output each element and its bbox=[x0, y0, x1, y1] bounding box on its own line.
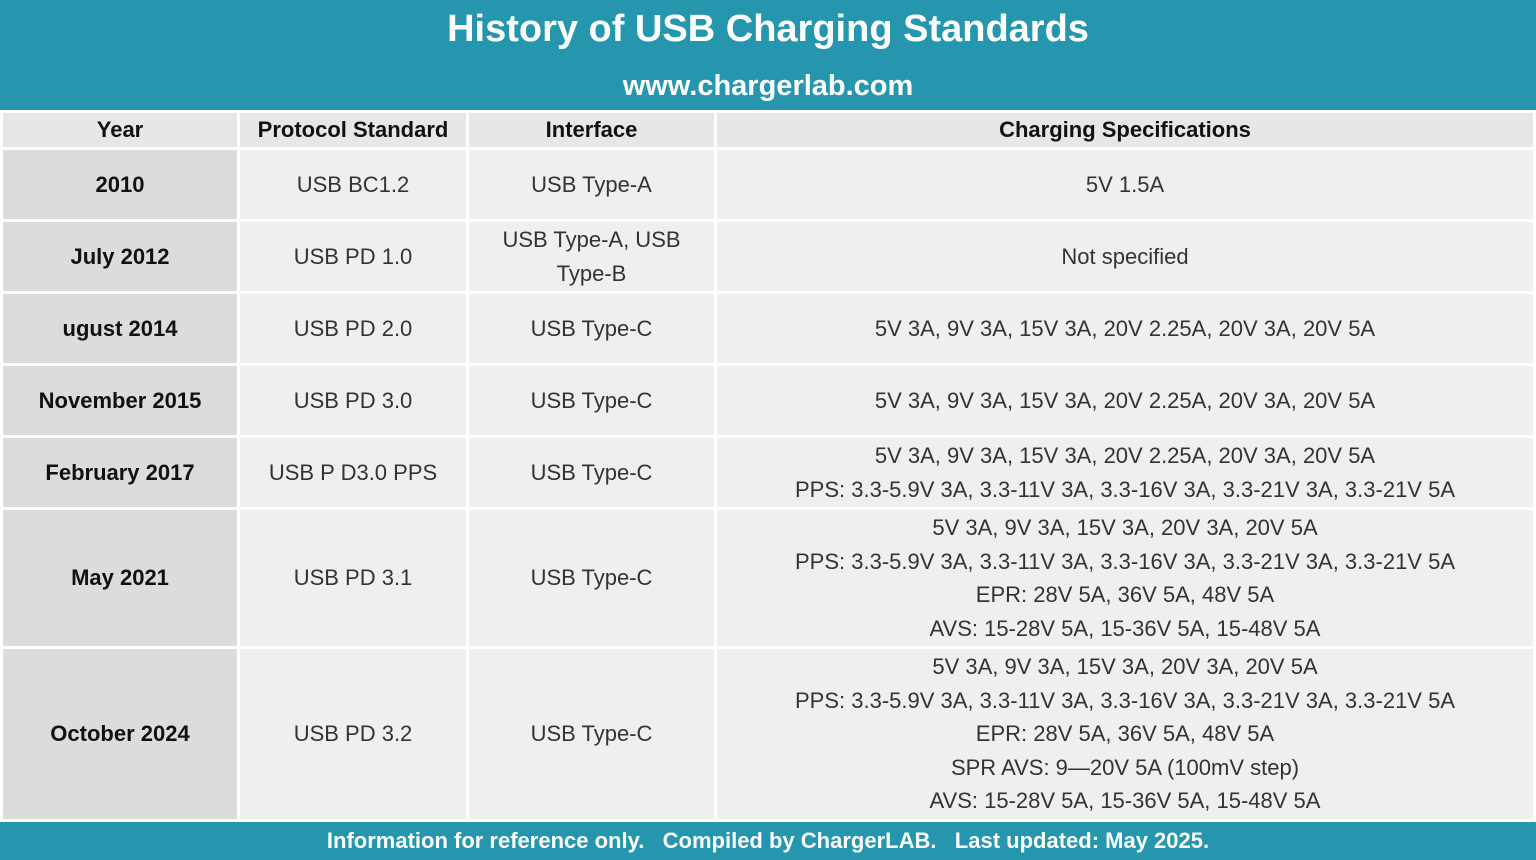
protocol-cell: USB PD 3.0 bbox=[240, 366, 466, 435]
spec-line: 5V 3A, 9V 3A, 15V 3A, 20V 3A, 20V 5A bbox=[932, 654, 1318, 680]
specs-cell: 5V 3A, 9V 3A, 15V 3A, 20V 2.25A, 20V 3A,… bbox=[717, 294, 1533, 363]
year-cell: February 2017 bbox=[3, 438, 237, 507]
spec-line: PPS: 3.3-5.9V 3A, 3.3-11V 3A, 3.3-16V 3A… bbox=[795, 476, 1455, 502]
table-row: ugust 2014 USB PD 2.0 USB Type-C 5V 3A, 9V … bbox=[3, 294, 1533, 363]
year-cell: July 2012 bbox=[3, 222, 237, 291]
page-header: History of USB Charging Standards www.ch… bbox=[0, 0, 1536, 110]
spec-line: AVS: 15-28V 5A, 15-36V 5A, 15-48V 5A bbox=[929, 788, 1321, 814]
spec-line: PPS: 3.3-5.9V 3A, 3.3-11V 3A, 3.3-16V 3A… bbox=[795, 548, 1455, 574]
table-row: May 2021 USB PD 3.1 USB Type-C 5V 3A, 9V 3A… bbox=[3, 510, 1533, 646]
spec-line: 5V 3A, 9V 3A, 15V 3A, 20V 3A, 20V 5A bbox=[932, 515, 1318, 540]
spec-line: AVS: 15-28V 5A, 15-36V 5A, 15-48V 5A bbox=[929, 615, 1321, 641]
year-cell: 2010 bbox=[3, 150, 237, 219]
page-subtitle: www.chargerlab.com bbox=[622, 70, 914, 102]
interface-cell: USB Type-A bbox=[469, 150, 714, 219]
interface-cell: USB Type-C bbox=[469, 366, 714, 435]
table-body: 2010 USB BC1.2 USB Type-A 5V 1.5A July 2012 U… bbox=[3, 150, 1533, 819]
specs-cell: 5V 3A, 9V 3A, 15V 3A, 20V 3A, 20V 5A PPS:… bbox=[717, 510, 1533, 646]
interface-cell: USB Type-C bbox=[469, 649, 714, 819]
spec-line: SPR AVS: 9—20V 5A (100mV step) bbox=[950, 754, 1300, 780]
year-cell: October 2024 bbox=[3, 649, 237, 819]
specs-cell: 5V 3A, 9V 3A, 15V 3A, 20V 2.25A, 20V 3A,… bbox=[717, 366, 1533, 435]
column-header-interface: Interface bbox=[469, 113, 714, 147]
standards-table: Year Protocol Standard Interface Chargin… bbox=[0, 110, 1536, 822]
protocol-cell: USB BC1.2 bbox=[240, 150, 466, 219]
interface-cell: USB Type-C bbox=[469, 294, 714, 363]
column-header-specs: Charging Specifications bbox=[717, 113, 1533, 147]
spec-line: 5V 3A, 9V 3A, 15V 3A, 20V 2.25A, 20V 3A,… bbox=[874, 315, 1376, 341]
year-cell: May 2021 bbox=[3, 510, 237, 646]
standards-table-container: Year Protocol Standard Interface Chargin… bbox=[0, 110, 1536, 822]
spec-line: EPR: 28V 5A, 36V 5A, 48V 5A bbox=[975, 582, 1275, 607]
year-cell: November 2015 bbox=[3, 366, 237, 435]
spec-line: 5V 3A, 9V 3A, 15V 3A, 20V 2.25A, 20V 3A,… bbox=[874, 387, 1376, 413]
specs-cell: 5V 1.5A bbox=[717, 150, 1533, 219]
protocol-cell: USB PD 2.0 bbox=[240, 294, 466, 363]
specs-cell: 5V 3A, 9V 3A, 15V 3A, 20V 3A, 20V 5A PPS:… bbox=[717, 649, 1533, 819]
table-row: July 2012 USB PD 1.0 USB Type-A, USB Type-… bbox=[3, 222, 1533, 291]
table-header-row: Year Protocol Standard Interface Chargin… bbox=[3, 113, 1533, 147]
year-cell: ugust 2014 bbox=[3, 294, 237, 363]
page-footer: Information for reference only. Compiled… bbox=[0, 822, 1536, 860]
protocol-cell: USB PD 3.2 bbox=[240, 649, 466, 819]
table-row: November 2015 USB PD 3.0 USB Type-C 5V 3A, … bbox=[3, 366, 1533, 435]
protocol-cell: USB PD 3.1 bbox=[240, 510, 466, 646]
interface-cell: USB Type-C bbox=[469, 438, 714, 507]
interface-cell: USB Type-C bbox=[469, 510, 714, 646]
interface-cell: USB Type-A, USB Type-B bbox=[469, 222, 714, 291]
table-row: February 2017 USB P D3.0 PPS USB Type-C 5V … bbox=[3, 438, 1533, 507]
specs-cell: Not specified bbox=[717, 222, 1533, 291]
page-title: History of USB Charging Standards bbox=[447, 8, 1089, 50]
protocol-cell: USB P D3.0 PPS bbox=[240, 438, 466, 507]
column-header-year: Year bbox=[3, 113, 237, 147]
spec-line: EPR: 28V 5A, 36V 5A, 48V 5A bbox=[975, 721, 1275, 747]
specs-cell: 5V 3A, 9V 3A, 15V 3A, 20V 2.25A, 20V 3A,… bbox=[717, 438, 1533, 507]
spec-line: 5V 1.5A bbox=[1085, 171, 1165, 197]
spec-line: PPS: 3.3-5.9V 3A, 3.3-11V 3A, 3.3-16V 3A… bbox=[795, 687, 1455, 713]
column-header-protocol: Protocol Standard bbox=[240, 113, 466, 147]
table-row: October 2024 USB PD 3.2 USB Type-C 5V 3A, 9… bbox=[3, 649, 1533, 819]
protocol-cell: USB PD 1.0 bbox=[240, 222, 466, 291]
spec-line: 5V 3A, 9V 3A, 15V 3A, 20V 2.25A, 20V 3A,… bbox=[874, 443, 1376, 468]
spec-line: Not specified bbox=[1061, 243, 1189, 269]
table-row: 2010 USB BC1.2 USB Type-A 5V 1.5A bbox=[3, 150, 1533, 219]
